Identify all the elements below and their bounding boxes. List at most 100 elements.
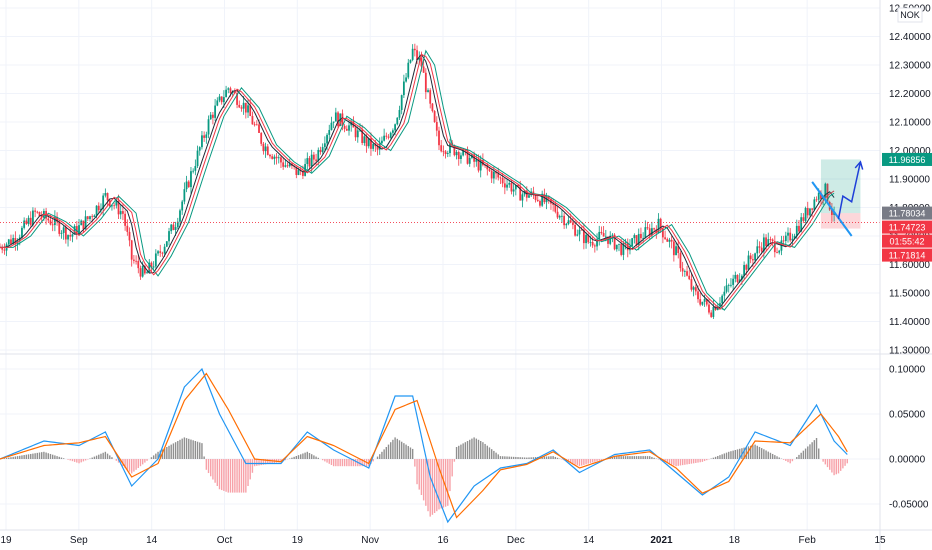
macd-histogram-bar xyxy=(534,457,537,459)
price-panel[interactable] xyxy=(0,43,880,319)
candle-body xyxy=(168,231,170,242)
candle-body xyxy=(163,246,166,254)
candle-body xyxy=(453,145,456,156)
candle-body xyxy=(389,132,392,138)
candle-body xyxy=(308,158,311,167)
candle-body xyxy=(486,165,489,170)
macd-histogram-bar xyxy=(306,451,308,459)
candle-body xyxy=(800,217,803,232)
candle-body xyxy=(758,246,761,248)
macd-tick-label: 0.10000 xyxy=(889,365,926,376)
candle-body xyxy=(231,91,234,94)
macd-histogram-bar xyxy=(216,459,219,486)
time-tick-label: 16 xyxy=(437,535,449,546)
macd-histogram-bar xyxy=(469,439,471,459)
candle-body xyxy=(701,301,704,305)
candle-body xyxy=(242,102,245,109)
candle-body xyxy=(146,272,148,274)
macd-histogram-bar xyxy=(594,459,596,462)
macd-histogram-bar xyxy=(804,448,807,459)
candle-body xyxy=(591,242,594,246)
candle-body xyxy=(508,182,511,185)
candle-body xyxy=(196,150,199,167)
macd-histogram-bar xyxy=(25,454,28,459)
candle-body xyxy=(194,166,197,171)
candle-body xyxy=(655,229,658,233)
macd-histogram-bar xyxy=(651,456,653,459)
macd-histogram-bar xyxy=(139,459,142,467)
candle-body xyxy=(100,208,102,211)
macd-histogram-bar xyxy=(578,459,581,467)
macd-histogram-bar xyxy=(49,453,52,459)
candle-body xyxy=(21,227,23,238)
macd-panel[interactable] xyxy=(0,367,848,524)
candle-body xyxy=(598,231,601,240)
macd-histogram-bar xyxy=(567,459,570,462)
macd-line xyxy=(0,367,848,524)
price-axis-label-bg xyxy=(882,152,932,166)
candle-body xyxy=(600,231,603,234)
candle-body xyxy=(795,225,798,236)
candle-body xyxy=(394,124,396,131)
macd-histogram-bar xyxy=(84,459,87,461)
candle-body xyxy=(409,59,412,63)
candle-body xyxy=(705,299,708,305)
macd-histogram-bar xyxy=(315,456,317,459)
macd-histogram-bar xyxy=(528,457,530,459)
candle-body xyxy=(692,287,695,290)
macd-histogram-bar xyxy=(631,456,633,459)
candle-body xyxy=(396,117,399,125)
candle-body xyxy=(3,249,6,251)
candle-body xyxy=(604,236,607,238)
macd-histogram-bar xyxy=(846,459,848,464)
macd-histogram-bar xyxy=(249,459,251,480)
candle-body xyxy=(150,262,153,268)
macd-histogram-bar xyxy=(587,459,589,464)
candle-body xyxy=(787,232,789,236)
macd-histogram-bar xyxy=(580,459,583,466)
candle-body xyxy=(32,210,34,225)
macd-histogram-bar xyxy=(359,459,361,467)
macd-histogram-bar xyxy=(317,457,319,459)
candle-body xyxy=(398,109,401,118)
time-tick-label: Feb xyxy=(799,535,817,546)
candle-body xyxy=(699,299,702,305)
candle-body xyxy=(582,229,585,244)
candle-body xyxy=(580,229,583,231)
macd-histogram-bar xyxy=(585,459,587,465)
price-tick-label: 11.50000 xyxy=(889,289,930,300)
macd-histogram-bar xyxy=(822,459,824,462)
macd-histogram-bar xyxy=(21,455,23,459)
candle-body xyxy=(216,100,219,106)
candle-body xyxy=(811,208,814,210)
macd-histogram-bar xyxy=(484,443,486,459)
candle-body xyxy=(831,209,833,215)
candle-body xyxy=(686,271,688,276)
candle-body xyxy=(754,253,756,261)
macd-histogram-bar xyxy=(100,453,102,459)
candle-body xyxy=(407,62,410,78)
macd-histogram-bar xyxy=(91,457,93,459)
macd-histogram-bar xyxy=(745,447,747,459)
candle-body xyxy=(569,220,572,223)
candle-body xyxy=(326,134,328,144)
candle-body xyxy=(637,233,640,246)
candle-body xyxy=(771,239,774,242)
projection-arrow xyxy=(837,161,862,220)
candle-body xyxy=(341,113,344,126)
macd-histogram-bar xyxy=(124,459,126,468)
macd-histogram-bar xyxy=(264,459,267,465)
candle-body xyxy=(433,111,436,123)
candle-body xyxy=(784,235,787,242)
macd-histogram-bar xyxy=(677,459,679,466)
macd-histogram-bar xyxy=(526,457,528,459)
macd-histogram-bar xyxy=(591,459,594,463)
macd-histogram-bar xyxy=(220,459,223,491)
candle-body xyxy=(585,234,587,244)
macd-histogram-bar xyxy=(400,441,403,459)
candle-body xyxy=(345,128,348,131)
candle-body xyxy=(820,192,822,199)
candle-body xyxy=(370,138,372,149)
macd-histogram-bar xyxy=(824,459,827,465)
